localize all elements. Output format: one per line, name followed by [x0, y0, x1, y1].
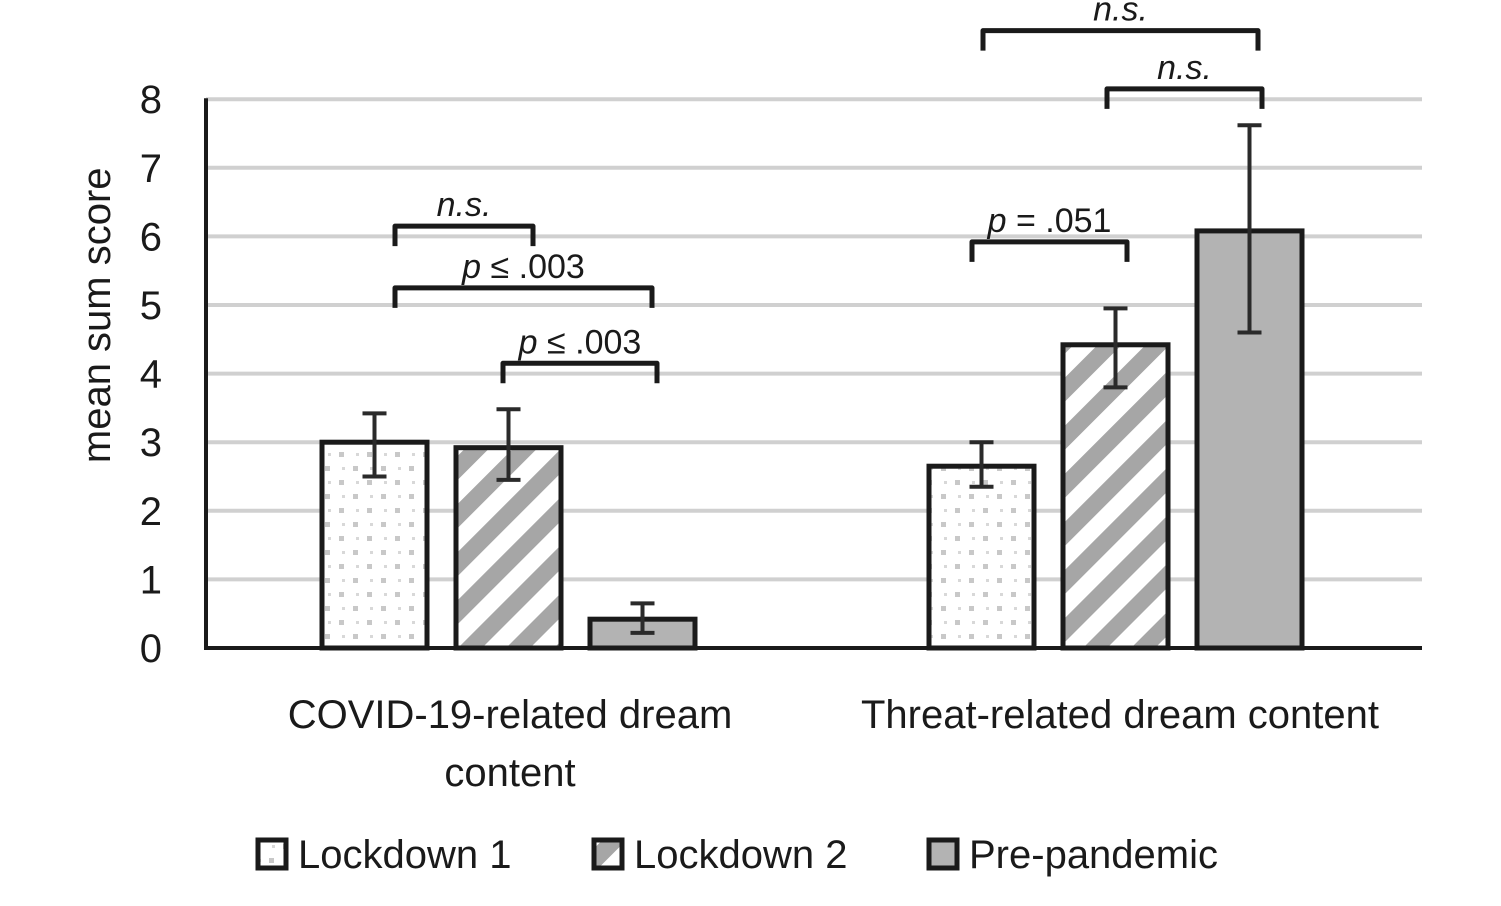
significance-label: n.s. — [1093, 0, 1148, 29]
y-tick-label: 6 — [140, 215, 162, 259]
category-label: Threat-related dream content — [861, 693, 1379, 737]
y-tick-label: 3 — [140, 421, 162, 465]
y-tick-label: 0 — [140, 627, 162, 671]
y-axis-title: mean sum score — [75, 167, 119, 463]
significance-bracket — [969, 239, 1130, 262]
legend-label: Pre-pandemic — [969, 833, 1218, 877]
legend-label: Lockdown 1 — [298, 833, 511, 877]
significance-label: p ≤ .003 — [461, 248, 585, 286]
legend: Lockdown 1 Lockdown 2 Pre-pandemic — [255, 833, 1218, 877]
y-tick-label: 8 — [140, 78, 162, 122]
labels: 0 1 2 3 4 5 6 7 8 mean sum score COVID-19-related … — [75, 78, 1379, 795]
legend-label: Lockdown 2 — [634, 833, 847, 877]
y-tick-label: 7 — [140, 147, 162, 191]
significance-bracket — [980, 28, 1261, 51]
significance-bracket — [1104, 86, 1265, 109]
category-label: COVID-19-related dream content — [288, 693, 733, 795]
error-bars — [362, 123, 1262, 635]
legend-swatch — [255, 837, 289, 871]
significance-label: n.s. — [1157, 49, 1212, 87]
bar — [926, 463, 1037, 651]
y-tick-label: 1 — [140, 558, 162, 602]
significance-brackets: n.s. p ≤ .003 p ≤ .003 p = .051 n.s. n.s. — [392, 0, 1265, 384]
bars — [319, 228, 1305, 651]
significance-label: p = .051 — [987, 202, 1112, 240]
legend-swatch — [591, 837, 625, 871]
y-tick-label: 5 — [140, 284, 162, 328]
significance-label: n.s. — [437, 186, 492, 224]
bar — [1060, 342, 1171, 651]
y-tick-label: 4 — [140, 353, 162, 397]
significance-bracket — [392, 223, 536, 247]
significance-bracket — [500, 360, 660, 384]
legend-swatch — [926, 837, 960, 871]
significance-label: p ≤ .003 — [518, 323, 642, 361]
significance-bracket — [392, 285, 655, 308]
y-tick-label: 2 — [140, 490, 162, 534]
